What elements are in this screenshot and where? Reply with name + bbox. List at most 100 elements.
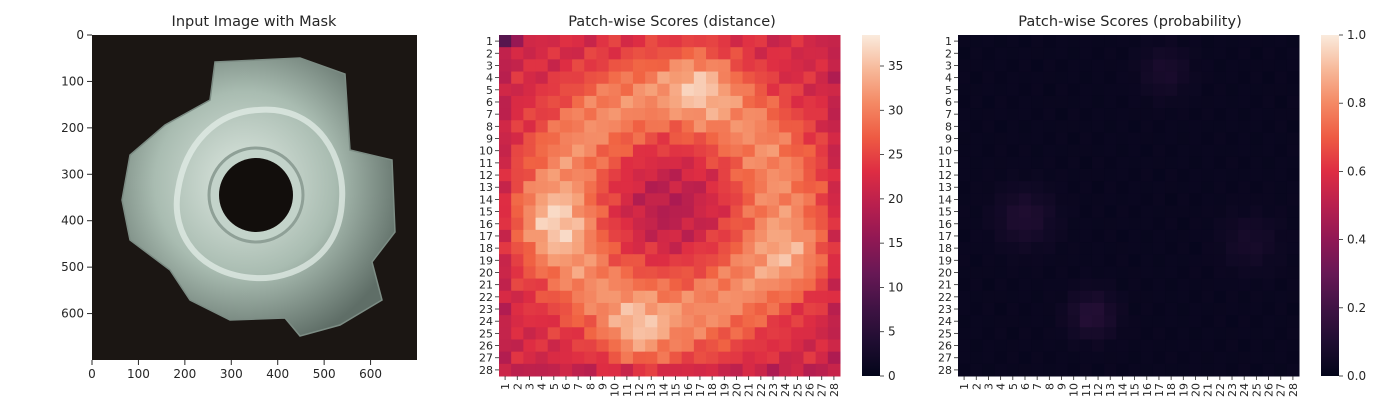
heatmap-cell [1152,181,1166,194]
heatmap-cell [982,351,996,365]
heatmap-cell [1104,302,1117,316]
heatmap-cell [632,217,646,231]
heatmap-cell [791,83,804,97]
heatmap-cell [1201,181,1215,194]
heatmap-cell [1006,35,1020,48]
heatmap-cell [584,266,597,280]
heatmap-cell [982,278,996,292]
heatmap-cell [1006,217,1020,231]
heatmap-cell [827,132,841,146]
heatmap-cell [523,35,537,48]
heatmap-cell [1043,339,1056,353]
heatmap-cell [1152,156,1166,170]
heatmap-cell [1031,242,1044,255]
heatmap-cell [608,168,622,182]
heatmap-cell [559,181,573,194]
heatmap-cell [779,229,792,243]
heatmap-cell [1043,59,1056,73]
heatmap-cell [982,205,996,219]
heatmap-cell [1018,205,1032,219]
heatmap-cell [523,266,537,280]
heatmap-cell [815,266,829,280]
col-label: 9 [597,383,610,390]
heatmap-cell [994,339,1008,353]
heatmap-cell [1018,242,1032,255]
heatmap-cell [779,144,792,158]
heatmap-cell [1165,302,1178,316]
heatmap-cell [1031,290,1044,304]
heatmap-cell [970,132,983,146]
heatmap-cell [803,278,817,292]
heatmap-cell [559,254,573,267]
heatmap-cell [982,266,996,280]
heatmap-cell [584,156,597,170]
heatmap-cell [970,205,983,219]
heatmap-cell [1079,132,1093,146]
col-label: 20 [1189,383,1202,397]
col-label: 25 [1250,383,1263,397]
heatmap-cell [791,302,804,316]
heatmap-cell [815,339,829,353]
heatmap-cell [718,363,731,377]
heatmap-cell [1274,71,1288,85]
heatmap-cell [499,242,512,255]
col-label: 13 [645,383,658,397]
heatmap-cell [766,120,780,133]
heatmap-cell [970,339,983,353]
heatmap-cell [994,278,1008,292]
heatmap-cell [1031,278,1044,292]
heatmap-cell [596,242,610,255]
heatmap-cell [1140,351,1154,365]
heatmap-cell [766,132,780,146]
heatmap-cell [693,120,707,133]
heatmap-cell [994,193,1008,206]
heatmap-cell [1189,144,1203,158]
heatmap-cell [559,217,573,231]
heatmap-cell [511,193,524,206]
heatmap-cell [754,144,768,158]
heatmap-cell [657,168,670,182]
heatmap-cell [742,181,756,194]
heatmap-cell [1018,120,1032,133]
heatmap-cell [535,339,549,353]
heatmap-cell [718,83,731,97]
heatmap-cell [620,266,634,280]
heatmap-cell [1055,327,1069,340]
heatmap-cell [1189,35,1203,48]
heatmap-cell [693,193,707,206]
heatmap-cell [1238,144,1251,158]
heatmap-cell [718,156,731,170]
heatmap-cell [1055,156,1069,170]
heatmap-cell [1006,339,1020,353]
heatmap-cell [706,278,719,292]
heatmap-cell [1274,266,1288,280]
row-label: 5 [486,84,493,97]
heatmap-cell [499,47,512,60]
heatmap-cell [958,47,971,60]
heatmap-cell [620,242,634,255]
row-label: 21 [938,279,952,292]
heatmap-cell [572,242,585,255]
heatmap-cell [958,363,971,377]
heatmap-cell [1140,144,1154,158]
heatmap-cell [718,71,731,85]
heatmap-cell [1140,290,1154,304]
heatmap-cell [499,108,512,121]
heatmap-cell [669,363,683,377]
heatmap-cell [779,156,792,170]
heatmap-cell [1238,339,1251,353]
heatmap-cell [1250,181,1263,194]
heatmap-cell [1091,217,1105,231]
heatmap-cell [1079,71,1093,85]
heatmap-cell [1250,351,1263,365]
heatmap-cell [1018,363,1032,377]
heatmap-cell [547,59,561,73]
heatmap-cell [1006,193,1020,206]
heatmap-cell [1055,205,1069,219]
heatmap-cell [1079,363,1093,377]
heatmap-cell [815,108,829,121]
heatmap-cell [706,327,719,340]
